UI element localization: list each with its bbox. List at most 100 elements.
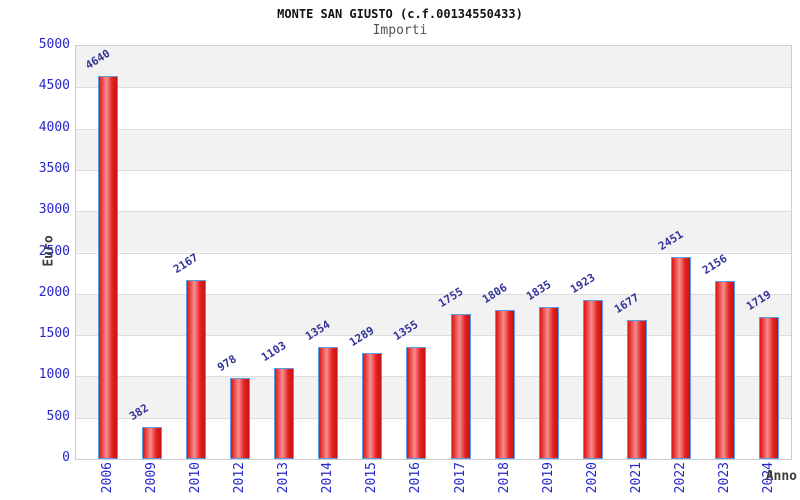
x-tick-label: 2019 — [540, 462, 556, 494]
x-tick-label: 2021 — [628, 462, 644, 494]
x-tick-label: 2016 — [408, 462, 424, 494]
bar-2013 — [274, 368, 295, 459]
x-slot: 2017 — [439, 462, 483, 498]
x-slot: 2015 — [350, 462, 394, 498]
x-tick-label: 2010 — [188, 462, 204, 494]
y-tick-label: 0 — [62, 450, 70, 465]
bar-slot: 1354 — [303, 318, 350, 459]
x-slot: 2019 — [527, 462, 571, 498]
x-tick-label: 2015 — [364, 462, 380, 494]
chart-subtitle: Importi — [372, 23, 428, 38]
x-slot: 2006 — [86, 462, 130, 498]
y-tick-label: 5000 — [38, 37, 70, 52]
x-tick-label: 2017 — [452, 462, 468, 494]
x-tick-label: 2023 — [716, 462, 732, 494]
bar-slot: 1806 — [480, 281, 527, 459]
bar-slot: 4640 — [83, 47, 130, 459]
bar-slot: 978 — [215, 352, 262, 459]
bar-value-label: 1289 — [347, 323, 377, 349]
x-slot: 2014 — [306, 462, 350, 498]
bar-2012 — [230, 378, 251, 459]
bar-value-label: 1354 — [303, 317, 333, 343]
gridline — [76, 293, 791, 295]
bar-slot: 2451 — [656, 228, 703, 459]
bar-2024 — [758, 317, 779, 459]
bar-value-label: 978 — [215, 352, 240, 374]
gridline — [76, 376, 791, 378]
bar-slot: 1355 — [392, 318, 438, 459]
x-axis-label: Anno — [765, 469, 797, 484]
plot-band — [76, 211, 791, 253]
gridline — [76, 417, 791, 419]
bar-2009 — [142, 427, 163, 459]
bar-2014 — [318, 347, 339, 459]
gridline — [76, 211, 791, 213]
bar-slot: 1677 — [612, 291, 659, 459]
y-tick-label: 500 — [46, 408, 70, 424]
bar-2022 — [670, 257, 691, 459]
x-tick-label: 2009 — [144, 462, 160, 494]
x-slot: 2021 — [615, 462, 659, 498]
bar-value-label: 2156 — [700, 251, 730, 277]
bar-2023 — [714, 281, 735, 459]
bar-slot: 1103 — [259, 339, 306, 459]
bar-value-label: 1835 — [523, 277, 554, 303]
bar-2016 — [406, 347, 427, 459]
x-axis-ticks: 2006 2009 2010 2012 2013 2014 2015 2016 2017 2018… — [76, 462, 791, 498]
bar-slot: 2167 — [171, 251, 218, 459]
gridline — [76, 169, 791, 171]
bar-value-label: 1923 — [567, 270, 598, 296]
y-tick-label: 3000 — [38, 202, 70, 218]
gridline — [76, 252, 791, 254]
bar-value-label: 1677 — [611, 290, 642, 316]
bar-value-label: 382 — [127, 401, 151, 423]
y-tick-label: 4500 — [38, 78, 70, 94]
bar-value-label: 2451 — [655, 227, 686, 253]
bar-value-label: 1755 — [435, 284, 466, 310]
bar-2010 — [186, 280, 207, 459]
bar-2021 — [626, 320, 647, 459]
bar-value-label: 1719 — [744, 287, 774, 313]
chart-title: MONTE SAN GIUSTO (c.f.00134550433) — [277, 7, 523, 21]
bar-slot: 1289 — [348, 324, 394, 459]
y-tick-label: 1000 — [38, 367, 70, 383]
x-tick-label: 2022 — [672, 462, 688, 494]
y-tick-label: 2500 — [38, 243, 70, 259]
bar-2019 — [538, 307, 559, 459]
y-tick-label: 1500 — [38, 326, 70, 342]
bar-2017 — [450, 314, 471, 459]
gridline — [76, 87, 791, 89]
x-tick-label: 2013 — [276, 462, 292, 494]
x-slot: 2009 — [130, 462, 174, 498]
bar-slot: 2156 — [700, 252, 747, 459]
bar-2018 — [494, 310, 515, 459]
x-slot: 2016 — [394, 462, 438, 498]
x-slot: 2022 — [659, 462, 703, 498]
bar-2015 — [362, 353, 383, 459]
bar-2020 — [582, 300, 603, 459]
gridline — [76, 128, 791, 130]
bar-value-label: 2167 — [171, 250, 201, 276]
x-tick-label: 2012 — [232, 462, 248, 494]
x-tick-label: 2006 — [100, 462, 116, 494]
bar-slot: 1835 — [524, 278, 571, 459]
bar-value-label: 1806 — [479, 280, 510, 306]
x-slot: 2018 — [483, 462, 527, 498]
gridline — [76, 335, 791, 337]
x-slot: 2023 — [703, 462, 747, 498]
y-tick-label: 4000 — [38, 119, 70, 135]
x-slot: 2013 — [262, 462, 306, 498]
bars-row: 4640 382 2167 978 1103 1354 1289 1355 1755 1806 18… — [76, 46, 791, 459]
bar-slot: 382 — [127, 401, 174, 459]
x-tick-label: 2014 — [320, 462, 336, 494]
x-tick-label: 2020 — [584, 462, 600, 494]
x-slot: 2020 — [571, 462, 615, 498]
x-slot: 2012 — [218, 462, 262, 498]
bar-value-label: 1103 — [259, 338, 289, 364]
y-axis-label: Euro — [41, 235, 57, 267]
plot-band — [76, 128, 791, 170]
plot-band — [76, 46, 791, 88]
bar-slot: 1719 — [744, 288, 791, 459]
y-tick-label: 2000 — [38, 284, 70, 300]
